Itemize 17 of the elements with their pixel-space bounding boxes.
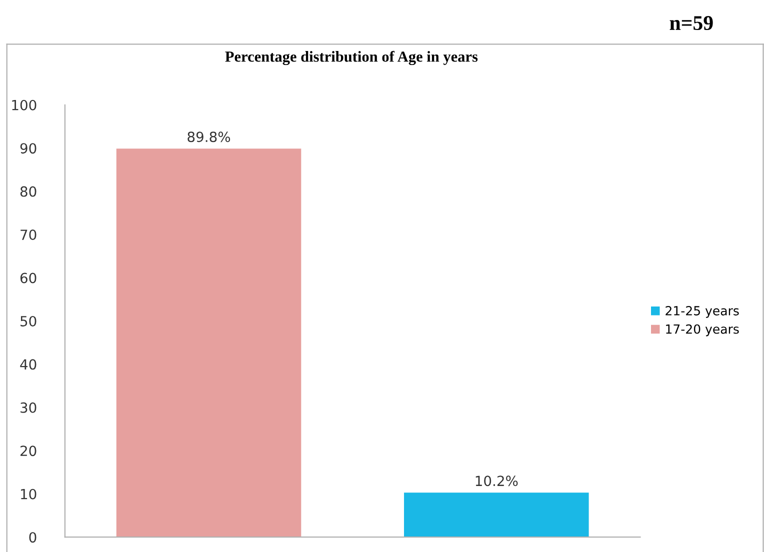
chart-title: Percentage distribution of Age in years [225,50,478,66]
text: n=59 [670,16,713,30]
y-tick-label: 40 [20,359,36,370]
y-tick-label: 70 [20,230,36,240]
legend-label: 21-25 years [666,306,739,318]
data-label: 89.8% [188,132,230,142]
y-tick-label: 30 [20,402,36,413]
y-tick-label: 60 [20,272,36,284]
y-tick-label: 100 [12,100,36,110]
y-tick-label: 0 [29,532,36,543]
y-tick-label: 50 [20,316,36,326]
y-tick-label: 80 [20,186,36,197]
y-tick-label: 10 [21,488,36,500]
y-tick-label: 90 [20,143,36,154]
data-label: 10.2% [476,476,518,486]
y-tick-label: 20 [20,446,36,456]
legend-label: 17-20 years [666,324,739,336]
